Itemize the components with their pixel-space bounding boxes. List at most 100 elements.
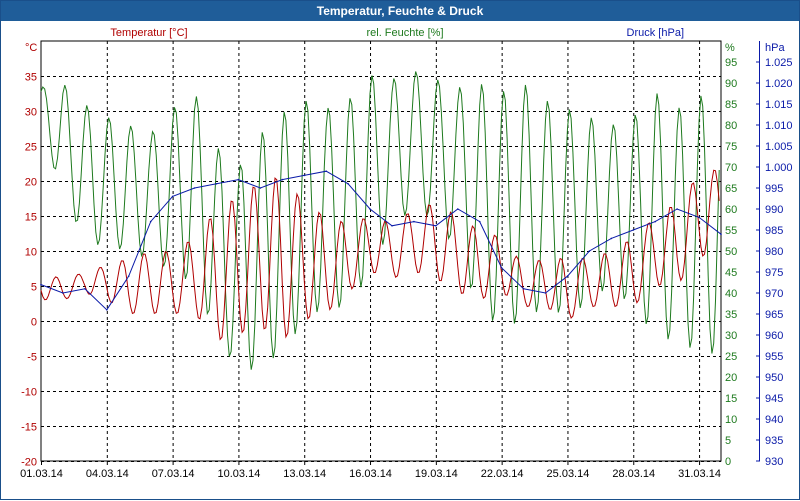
pressure-point (435, 225, 437, 227)
pressure-tick-label: 995 (765, 183, 783, 195)
temperature-tick-label: -5 (27, 352, 37, 364)
temperature-tick-label: 5 (31, 282, 37, 294)
pressure-tick-label: 930 (765, 456, 783, 468)
x-tick-label: 25.03.14 (547, 468, 590, 480)
pressure-point (303, 174, 306, 177)
pressure-point (106, 309, 108, 311)
temperature-tick-label: 0 (31, 317, 37, 329)
humidity-tick-label: 45 (725, 267, 737, 279)
pressure-unit-label: hPa (765, 42, 785, 54)
humidity-tick-label: 35 (725, 309, 737, 321)
humidity-tick-label: 20 (725, 372, 737, 384)
pressure-point (478, 220, 481, 223)
pressure-tick-label: 990 (765, 204, 783, 216)
pressure-point (259, 187, 262, 189)
humidity-tick-label: 30 (725, 330, 737, 342)
pressure-tick-label: 955 (765, 351, 783, 363)
pressure-point (369, 208, 371, 210)
pressure-tick-label: 950 (765, 372, 783, 384)
x-tick-label: 10.03.14 (218, 468, 261, 480)
temperature-line (40, 169, 720, 341)
pressure-point (720, 233, 722, 235)
pressure-point (281, 178, 284, 181)
x-tick-label: 16.03.14 (349, 468, 392, 480)
pressure-point (676, 208, 678, 210)
pressure-point (522, 288, 525, 290)
pressure-point (215, 183, 218, 185)
humidity-tick-label: 25 (725, 351, 737, 363)
pressure-point (588, 250, 591, 252)
pressure-point (84, 288, 86, 290)
pressure-point (610, 237, 613, 240)
pressure-tick-label: 1.000 (765, 162, 793, 174)
temperature-unit-label: °C (25, 42, 37, 54)
x-tick-label: 31.03.14 (678, 468, 721, 480)
pressure-point (632, 229, 635, 231)
pressure-tick-label: 935 (765, 435, 783, 447)
pressure-tick-label: 1.015 (765, 99, 793, 111)
pressure-point (325, 170, 328, 172)
pressure-tick-label: 970 (765, 288, 783, 300)
pressure-tick-label: 960 (765, 330, 783, 342)
pressure-tick-label: 985 (765, 225, 783, 237)
x-tick-label: 22.03.14 (481, 468, 524, 480)
pressure-tick-label: 965 (765, 309, 783, 321)
humidity-tick-label: 40 (725, 288, 737, 300)
temperature-tick-label: -10 (21, 387, 37, 399)
pressure-point (127, 275, 130, 278)
pressure-point (391, 225, 393, 227)
temperature-series-label: Temperatur [°C] (110, 27, 187, 39)
pressure-tick-label: 945 (765, 393, 783, 405)
pressure-point (654, 220, 656, 223)
pressure-point (62, 292, 64, 294)
pressure-point (347, 183, 349, 185)
pressure-tick-label: 1.020 (765, 78, 793, 90)
temperature-tick-label: 20 (25, 177, 37, 189)
humidity-tick-label: 50 (725, 246, 737, 258)
humidity-tick-label: 0 (725, 456, 731, 468)
humidity-tick-label: 75 (725, 141, 737, 153)
pressure-point (457, 208, 459, 210)
pressure-series-label: Druck [hPa] (627, 27, 684, 39)
humidity-tick-label: 65 (725, 183, 737, 195)
pressure-point (40, 283, 42, 286)
humidity-tick-label: 70 (725, 162, 737, 174)
pressure-tick-label: 1.025 (765, 57, 793, 69)
temperature-tick-label: 35 (25, 72, 37, 84)
pressure-point (500, 267, 503, 269)
humidity-tick-label: 15 (725, 393, 737, 405)
x-tick-label: 13.03.14 (283, 468, 326, 480)
temperature-tick-label: -15 (21, 422, 37, 434)
pressure-tick-label: 980 (765, 246, 783, 258)
humidity-tick-label: 85 (725, 99, 737, 111)
pressure-point (171, 195, 174, 198)
x-tick-label: 19.03.14 (415, 468, 458, 480)
temperature-tick-label: 25 (25, 142, 37, 154)
pressure-tick-label: 1.005 (765, 141, 793, 153)
pressure-point (193, 187, 196, 189)
pressure-point (237, 178, 240, 181)
x-tick-label: 28.03.14 (612, 468, 655, 480)
pressure-point (566, 275, 569, 278)
pressure-point (544, 292, 547, 294)
humidity-tick-label: 10 (725, 414, 737, 426)
window-title: Temperatur, Feuchte & Druck (1, 1, 799, 21)
temperature-tick-label: 10 (25, 247, 37, 259)
x-tick-label: 04.03.14 (86, 468, 129, 480)
pressure-point (149, 220, 152, 223)
temperature-tick-label: 15 (25, 212, 37, 224)
humidity-tick-label: 95 (725, 57, 737, 69)
x-tick-label: 01.03.14 (20, 468, 63, 480)
temperature-tick-label: -20 (21, 457, 37, 469)
temperature-tick-label: 30 (25, 107, 37, 119)
humidity-tick-label: 90 (725, 78, 737, 90)
pressure-point (698, 216, 700, 219)
pressure-tick-label: 940 (765, 414, 783, 426)
pressure-point (413, 220, 415, 223)
humidity-tick-label: 80 (725, 120, 737, 132)
humidity-tick-label: 60 (725, 204, 737, 216)
pressure-tick-label: 975 (765, 267, 783, 279)
humidity-series-label: rel. Feuchte [%] (366, 27, 443, 39)
